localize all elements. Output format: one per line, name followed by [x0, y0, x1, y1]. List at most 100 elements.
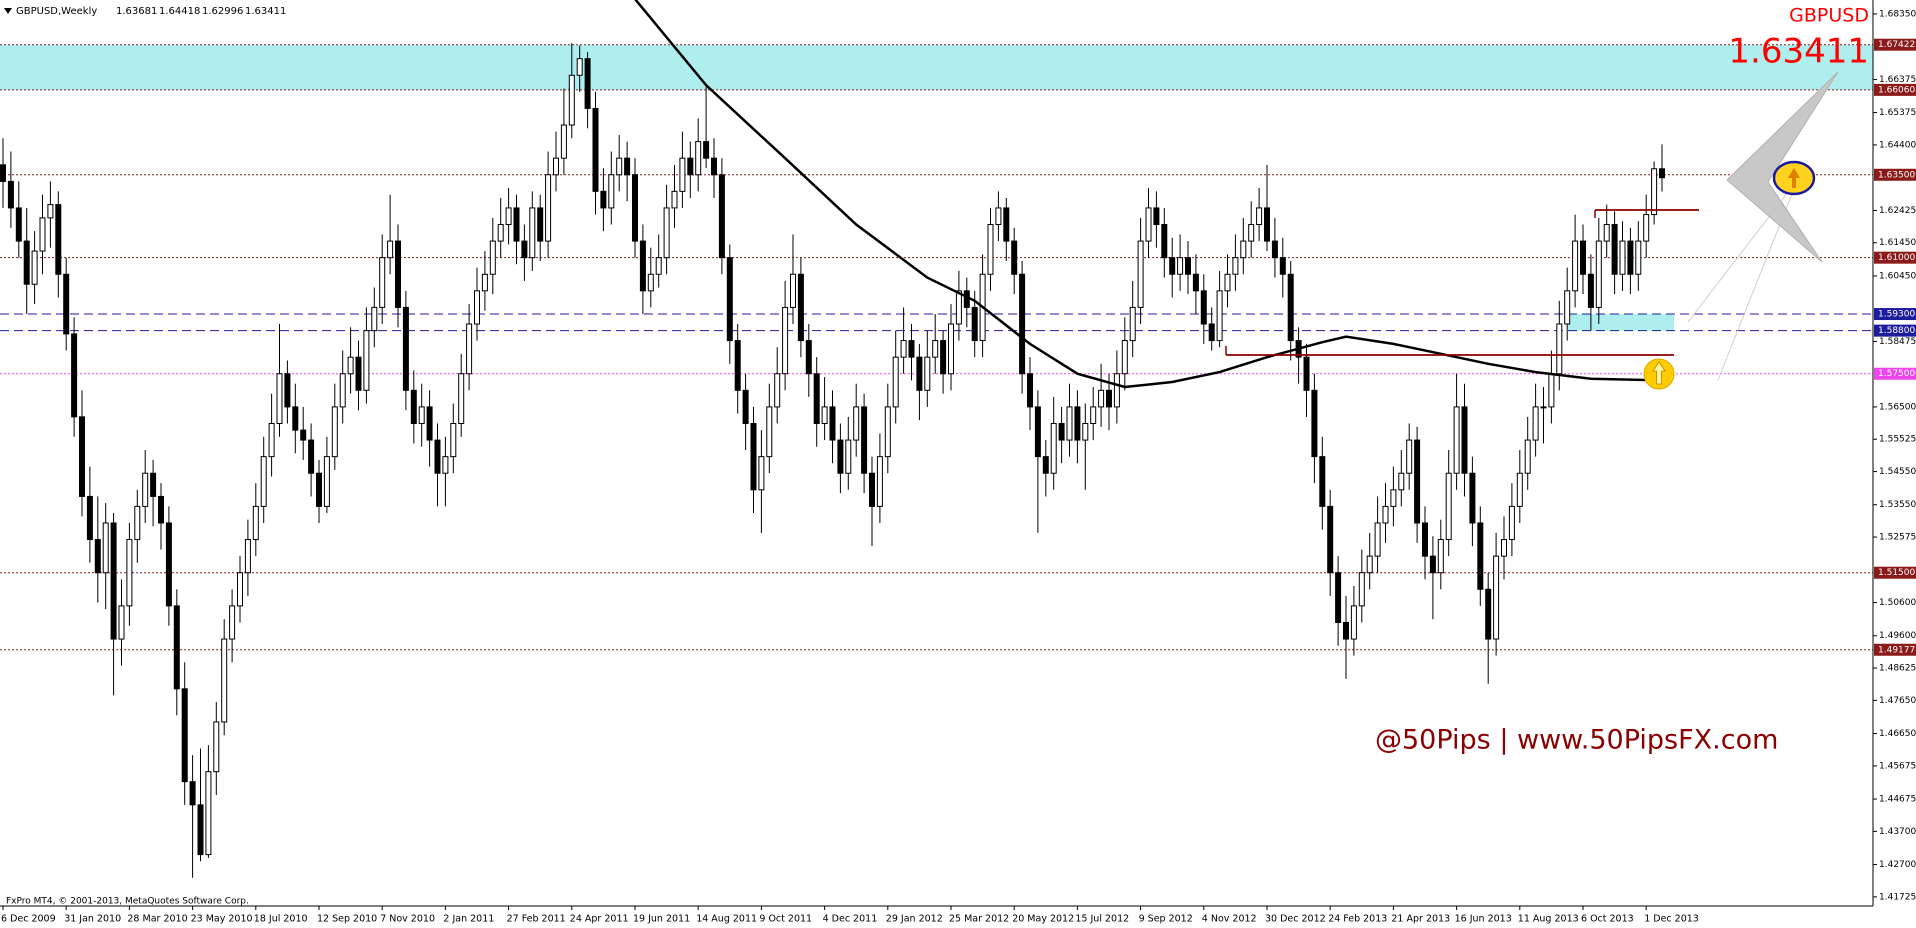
candle-body: [892, 356, 899, 408]
menu-triangle: [4, 8, 12, 14]
candle-body: [466, 323, 473, 375]
header-open: 1.63681: [116, 6, 157, 17]
candle-body: [1414, 439, 1421, 524]
candle-body: [1548, 373, 1555, 408]
candle-body: [1027, 373, 1033, 408]
signal-icon-arrow: [1652, 361, 1666, 385]
x-tick-label: 30 Dec 2012: [1265, 914, 1326, 925]
candle-body: [687, 157, 694, 176]
y-tick-label: 1.42700: [1879, 860, 1916, 870]
candle-body: [568, 74, 575, 126]
candle-body: [1169, 257, 1176, 275]
candle-body: [387, 240, 394, 259]
candle-body: [948, 323, 954, 375]
candle-body: [379, 257, 386, 308]
candle-body: [442, 456, 449, 474]
candle-body: [450, 422, 457, 458]
level-label: 1.51500: [1878, 568, 1915, 578]
candle-body: [1627, 240, 1634, 275]
y-tick-label: 1.46650: [1879, 729, 1916, 739]
candle-body: [371, 306, 378, 332]
candle-body: [276, 373, 283, 424]
candle-body: [624, 157, 631, 176]
candle-body: [1540, 406, 1547, 409]
candle-body: [284, 373, 291, 408]
candle-body: [987, 224, 994, 275]
candle-body: [900, 340, 907, 358]
candle-body: [853, 406, 860, 441]
candle-body: [134, 505, 141, 541]
candle-body: [126, 539, 133, 607]
candle-body: [1042, 456, 1049, 474]
candle-body: [355, 356, 362, 391]
footer: FxPro MT4, © 2001-2013, MetaQuotes Softw…: [6, 897, 249, 907]
candle-body: [205, 771, 212, 856]
x-tick-label: 21 Apr 2013: [1391, 914, 1450, 925]
candle-body: [869, 472, 875, 507]
candle-body: [560, 124, 567, 159]
candle-body: [1050, 422, 1057, 474]
candle-body: [1161, 224, 1168, 259]
candle-body: [1374, 522, 1381, 557]
candle-body: [316, 472, 322, 507]
last-price: 1.63411: [1728, 32, 1869, 72]
candle-body: [110, 522, 117, 640]
candle-body: [410, 389, 417, 424]
candle-body: [252, 505, 259, 541]
candle-body: [39, 217, 46, 252]
candle-body: [505, 207, 512, 226]
y-tick-label: 1.48625: [1879, 664, 1916, 674]
x-tick-label: 23 May 2010: [191, 914, 253, 925]
candle-body: [592, 107, 599, 192]
candle-body: [1343, 621, 1349, 640]
candle-body: [758, 456, 765, 491]
candle-body: [1453, 406, 1460, 474]
candle-body: [1287, 273, 1294, 342]
level-label: 1.49177: [1878, 645, 1915, 655]
level-label: 1.67422: [1878, 40, 1915, 50]
candle-body: [7, 180, 14, 209]
candle-body: [1106, 389, 1112, 408]
y-tick-label: 1.44675: [1879, 795, 1916, 805]
candle-body: [600, 190, 607, 209]
y-tick-label: 1.62425: [1879, 206, 1916, 216]
level-label-bg: [1874, 566, 1916, 579]
candle-body: [434, 439, 441, 474]
candle-body: [1580, 240, 1586, 275]
candle-body: [1208, 323, 1215, 342]
x-tick-label: 29 Jan 2012: [886, 914, 943, 925]
candle-body: [1232, 257, 1239, 275]
candle-body: [718, 174, 725, 259]
candle-body: [805, 340, 812, 375]
x-tick-label: 18 Jul 2010: [254, 914, 308, 925]
candle-body: [616, 157, 623, 176]
candle-body: [584, 58, 591, 109]
x-tick-label: 27 Feb 2011: [507, 914, 566, 925]
candle-body: [797, 273, 804, 342]
candle-body: [15, 207, 22, 242]
candle-body: [237, 572, 243, 607]
candle-body: [1034, 406, 1041, 458]
candle-body: [845, 439, 852, 474]
level-label-bg: [1874, 643, 1916, 656]
candle-body: [647, 273, 654, 292]
candle-body: [1129, 306, 1136, 342]
candle-body: [782, 306, 789, 375]
candle-body: [513, 207, 520, 242]
y-tick-label: 1.58475: [1879, 337, 1916, 347]
candle-body: [766, 406, 773, 458]
candle-body: [1358, 572, 1365, 607]
candle-body: [1382, 505, 1389, 524]
candle-body: [790, 273, 796, 308]
candle-body: [260, 456, 267, 507]
moving-average: [634, 0, 1663, 389]
candle-body: [213, 721, 220, 773]
x-tick-label: 4 Dec 2011: [823, 914, 878, 925]
candle-body: [158, 495, 164, 524]
candle-body: [347, 356, 354, 375]
x-tick-label: 9 Oct 2011: [759, 914, 812, 925]
candle-body: [924, 356, 931, 391]
target-icon-arrow: [1788, 168, 1800, 188]
candle-body: [655, 257, 662, 275]
